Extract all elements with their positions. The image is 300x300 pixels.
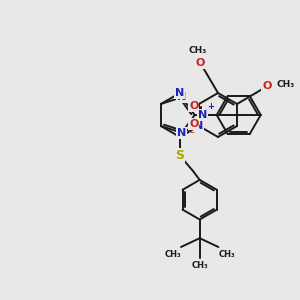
- Text: N: N: [198, 110, 207, 120]
- Text: S: S: [176, 149, 184, 162]
- Text: CH₃: CH₃: [191, 261, 208, 270]
- Text: CH₃: CH₃: [218, 250, 235, 259]
- Text: O: O: [262, 81, 272, 92]
- Text: ⁻: ⁻: [189, 130, 194, 140]
- Text: N: N: [177, 92, 186, 102]
- Text: O: O: [189, 119, 198, 129]
- Text: CH₃: CH₃: [164, 250, 181, 259]
- Text: CH₃: CH₃: [188, 46, 206, 55]
- Text: O: O: [196, 58, 205, 68]
- Text: N: N: [194, 121, 204, 131]
- Text: CH₃: CH₃: [277, 80, 295, 89]
- Text: N: N: [177, 128, 186, 138]
- Text: +: +: [207, 102, 214, 111]
- Text: N: N: [175, 88, 184, 98]
- Text: O: O: [189, 101, 198, 111]
